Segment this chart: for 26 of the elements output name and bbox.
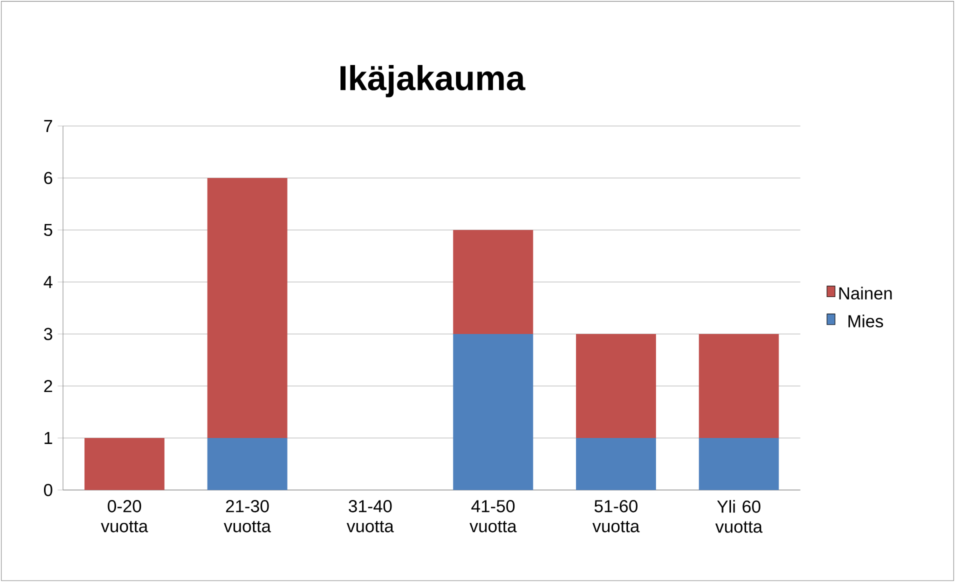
x-tick-label: Yli 60 vuotta bbox=[715, 500, 763, 533]
y-tick-label: 3 bbox=[44, 328, 52, 340]
y-tick-label: 4 bbox=[44, 276, 52, 288]
y-tick-label: 1 bbox=[44, 432, 52, 444]
bar bbox=[576, 438, 656, 490]
x-tick-label: 31-40 vuotta bbox=[346, 500, 394, 532]
legend-label: Nainen bbox=[839, 286, 892, 300]
y-tick-label: 7 bbox=[44, 120, 52, 132]
x-tick-label: 21-30 vuotta bbox=[224, 500, 271, 532]
legend-label: Mies bbox=[848, 314, 884, 328]
x-tick-label: 51-60 vuotta bbox=[592, 500, 640, 532]
x-tick-label: 0-20 vuotta bbox=[100, 500, 148, 532]
bar bbox=[453, 230, 534, 334]
bar bbox=[453, 334, 534, 490]
bar bbox=[698, 438, 779, 490]
y-tick-label: 6 bbox=[44, 172, 52, 184]
chart-title: Ikäjakauma bbox=[340, 64, 526, 98]
bar bbox=[698, 334, 779, 438]
bar bbox=[207, 178, 288, 438]
x-tick-label: 41-50 vuotta bbox=[470, 500, 517, 532]
bar bbox=[576, 334, 656, 438]
y-tick-label: 5 bbox=[44, 224, 52, 236]
y-tick-label: 2 bbox=[44, 380, 52, 392]
y-tick-label: 0 bbox=[44, 484, 52, 496]
bar bbox=[207, 438, 288, 490]
bar bbox=[84, 438, 164, 490]
